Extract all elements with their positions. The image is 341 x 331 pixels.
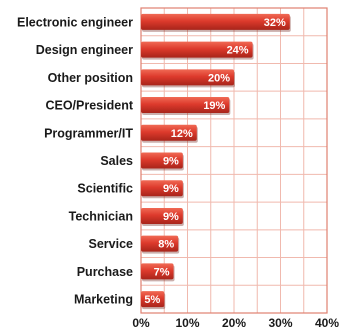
bar-service (141, 235, 179, 252)
bar-ceo-president (141, 97, 230, 114)
category-label-purchase: Purchase (77, 265, 133, 279)
bar-sales (141, 152, 183, 169)
category-label-design-engineer: Design engineer (36, 43, 133, 57)
data-label-purchase: 7% (154, 266, 170, 278)
category-label-other-position: Other position (48, 71, 133, 85)
x-tick-label: 20% (222, 316, 246, 330)
bar-purchase (141, 263, 174, 280)
x-tick-label: 30% (268, 316, 292, 330)
data-label-design-engineer: 24% (227, 45, 249, 57)
bar-programmer-it (141, 124, 197, 141)
bar-scientific (141, 180, 183, 197)
data-label-scientific: 9% (163, 183, 179, 195)
category-label-scientific: Scientific (77, 182, 133, 196)
data-label-marketing: 5% (144, 294, 160, 306)
data-label-programmer-it: 12% (171, 128, 193, 140)
bar-other-position (141, 69, 234, 86)
data-label-electronic-engineer: 32% (264, 17, 286, 29)
x-tick-label: 40% (315, 316, 339, 330)
bars-group: 32% 24% 20% 19% 12% 9% 9% 9% 8% 7% 5% (141, 13, 291, 310)
category-labels: Electronic engineer Design engineer Other … (17, 15, 134, 306)
category-label-service: Service (89, 237, 134, 251)
data-label-ceo-president: 19% (203, 100, 225, 112)
x-tick-label: 10% (175, 316, 199, 330)
category-label-technician: Technician (69, 209, 133, 223)
bar-marketing (141, 291, 165, 308)
x-tick-labels: 0% 10% 20% 30% 40% (132, 316, 339, 330)
category-label-marketing: Marketing (74, 293, 133, 307)
category-label-programmer-it: Programmer/IT (44, 126, 133, 140)
category-label-ceo-president: CEO/President (45, 99, 133, 113)
category-label-sales: Sales (100, 154, 133, 168)
data-label-sales: 9% (163, 156, 179, 168)
data-label-other-position: 20% (208, 72, 230, 84)
category-label-electronic-engineer: Electronic engineer (17, 15, 133, 29)
x-tick-label: 0% (132, 316, 150, 330)
bar-electronic-engineer (141, 13, 290, 30)
bar-technician (141, 207, 183, 224)
data-label-technician: 9% (163, 211, 179, 223)
data-label-service: 8% (158, 239, 174, 251)
bar-design-engineer (141, 41, 253, 58)
